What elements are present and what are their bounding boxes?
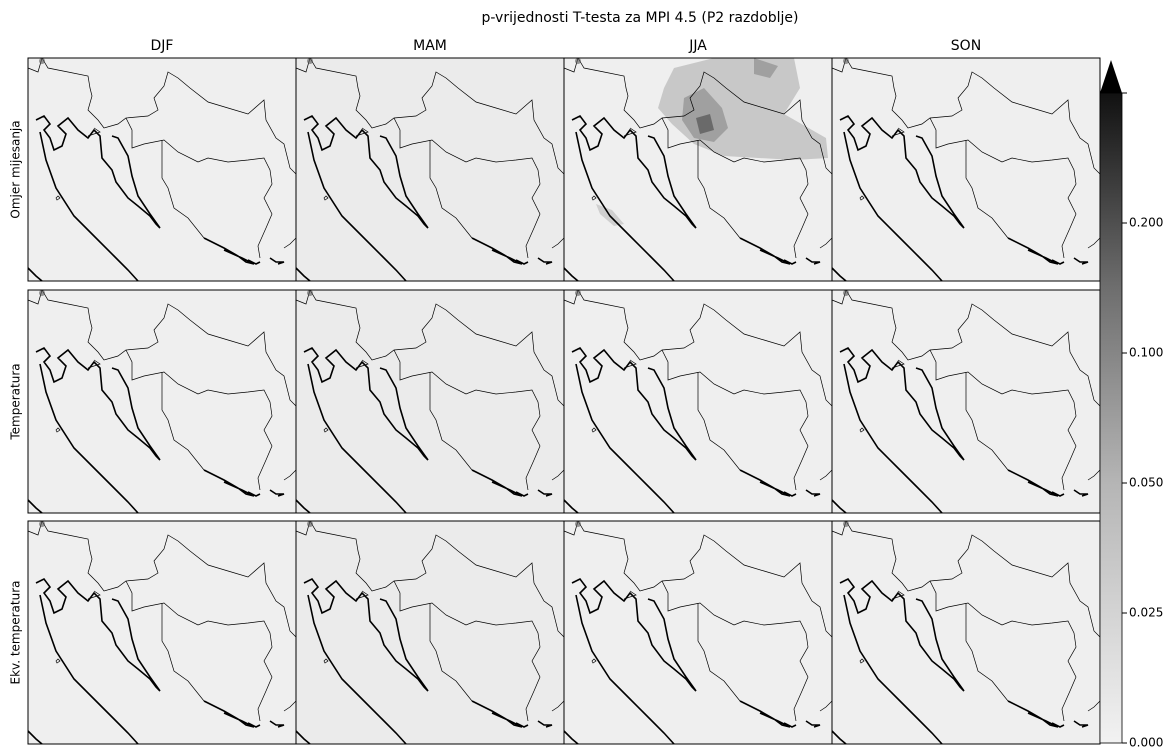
column-label: DJF	[151, 38, 174, 54]
map-panel	[831, 57, 1101, 282]
map-panel	[27, 520, 297, 745]
colorbar-tick-label: 0.050	[1129, 476, 1163, 490]
map-panel	[27, 289, 297, 514]
panels	[27, 57, 1101, 745]
colorbar-tick-label: 0.200	[1129, 216, 1163, 230]
map-panel	[563, 289, 833, 514]
map-panel	[831, 520, 1101, 745]
map-panel	[295, 289, 565, 514]
map-panel	[295, 57, 565, 282]
map-panel	[563, 520, 833, 745]
colorbar-tick-label: 0.100	[1129, 346, 1163, 360]
row-label: Temperatura	[9, 363, 23, 440]
colorbar	[1099, 92, 1123, 744]
map-panel	[831, 289, 1101, 514]
column-label: MAM	[413, 38, 447, 54]
colorbar-tick-label: 0.025	[1129, 606, 1163, 620]
column-label: JJA	[688, 38, 707, 54]
colorbar-tick-label: 0.000	[1129, 736, 1163, 750]
map-panel	[563, 57, 833, 282]
map-panel	[295, 520, 565, 745]
row-label: Ekv. temperatura	[9, 581, 23, 685]
colorbar-extend	[1100, 60, 1122, 93]
row-label: Omjer mijesanja	[9, 120, 23, 218]
map-panel	[27, 57, 297, 282]
pvalue-area	[696, 114, 714, 134]
title: p-vrijednosti T-testa za MPI 4.5 (P2 raz…	[481, 10, 798, 26]
column-label: SON	[951, 38, 981, 54]
